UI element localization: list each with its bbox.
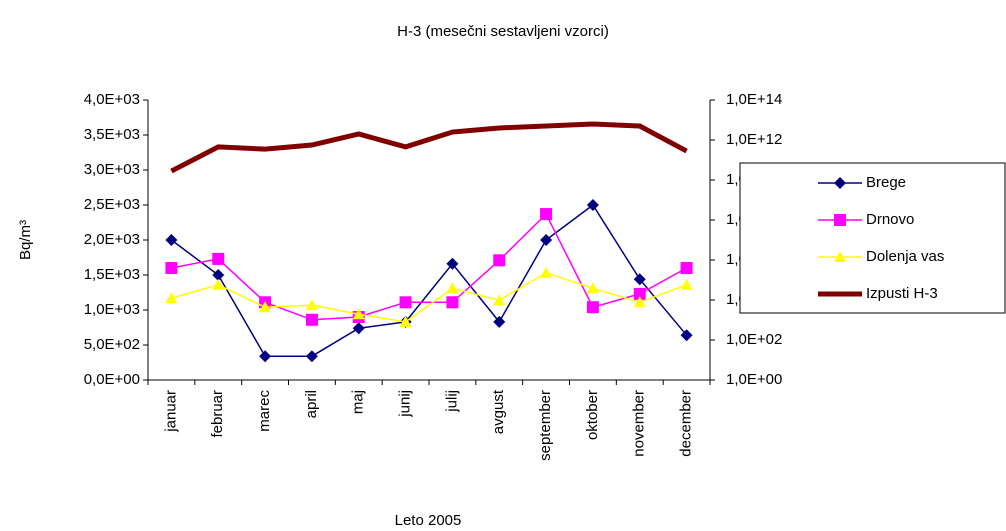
data-point <box>540 266 553 278</box>
data-point <box>305 299 318 311</box>
x-tick-label: december <box>678 390 695 457</box>
y2-tick-label: 1,0E+14 <box>726 91 782 108</box>
data-point <box>212 278 225 290</box>
x-tick-label: oktober <box>584 390 601 440</box>
data-point <box>212 252 225 265</box>
data-point <box>540 208 553 221</box>
y-tick-label: 3,5E+03 <box>84 126 140 143</box>
legend-marker <box>834 177 846 189</box>
legend-label: Dolenja vas <box>866 248 944 265</box>
data-point <box>493 315 506 328</box>
x-tick-label: marec <box>256 390 273 432</box>
x-tick-label: junij <box>397 390 414 418</box>
x-tick-label: januar <box>162 390 179 433</box>
data-point <box>540 234 553 246</box>
data-point <box>446 296 459 309</box>
y-tick-label: 1,5E+03 <box>84 266 140 283</box>
chart-title: H-3 (mesečni sestavljeni vzorci) <box>397 23 609 40</box>
data-point <box>633 273 646 286</box>
data-point <box>305 350 318 363</box>
data-point <box>165 234 178 246</box>
data-point <box>352 308 365 320</box>
data-point <box>165 292 178 304</box>
y-tick-label: 5,0E+02 <box>84 336 140 353</box>
series-line <box>171 212 687 321</box>
legend-label: Izpusti H-3 <box>866 285 938 302</box>
x-tick-label: februar <box>209 390 226 438</box>
legend-marker <box>834 214 846 226</box>
data-point <box>352 322 365 335</box>
data-point <box>633 296 646 308</box>
legend-label: Brege <box>866 174 906 191</box>
y2-tick-label: 1,0E+02 <box>726 331 782 348</box>
data-point <box>680 278 693 290</box>
y-tick-label: 4,0E+03 <box>84 91 140 108</box>
y-tick-label: 1,0E+03 <box>84 301 140 318</box>
x-tick-label: maj <box>350 390 367 414</box>
y-tick-label: 3,0E+03 <box>84 161 140 178</box>
data-point <box>493 254 506 267</box>
data-point <box>586 282 599 294</box>
data-point <box>446 282 459 294</box>
x-tick-label: julij <box>443 390 460 413</box>
series-line <box>170 121 688 174</box>
data-point <box>399 296 412 309</box>
x-axis-title: Leto 2005 <box>395 512 462 529</box>
data-point <box>305 313 318 326</box>
legend-label: Drnovo <box>866 211 914 228</box>
data-point <box>446 257 459 270</box>
series-line <box>171 272 687 323</box>
y2-tick-label: 1,0E+00 <box>726 371 782 388</box>
x-tick-label: september <box>537 390 554 461</box>
x-tick-label: november <box>631 390 648 457</box>
data-point <box>680 329 693 342</box>
data-point <box>212 269 225 281</box>
data-point <box>165 262 178 274</box>
series-line <box>170 203 688 357</box>
y-tick-label: 0,0E+00 <box>84 371 140 388</box>
y2-tick-label: 1,0E+12 <box>726 131 782 148</box>
y-tick-label: 2,0E+03 <box>84 231 140 248</box>
data-point <box>586 301 599 314</box>
data-point <box>633 287 646 300</box>
x-tick-label: avgust <box>490 389 507 434</box>
data-point <box>586 199 599 211</box>
y-axis-title: Bq/m³ <box>17 220 34 260</box>
data-point <box>680 262 693 274</box>
legend-box <box>739 162 1006 314</box>
data-point <box>259 301 272 313</box>
data-point <box>259 350 272 363</box>
data-point <box>399 315 412 327</box>
legend-marker <box>834 251 846 262</box>
x-tick-label: april <box>303 390 320 418</box>
data-point <box>493 294 506 306</box>
y-tick-label: 2,5E+03 <box>84 196 140 213</box>
